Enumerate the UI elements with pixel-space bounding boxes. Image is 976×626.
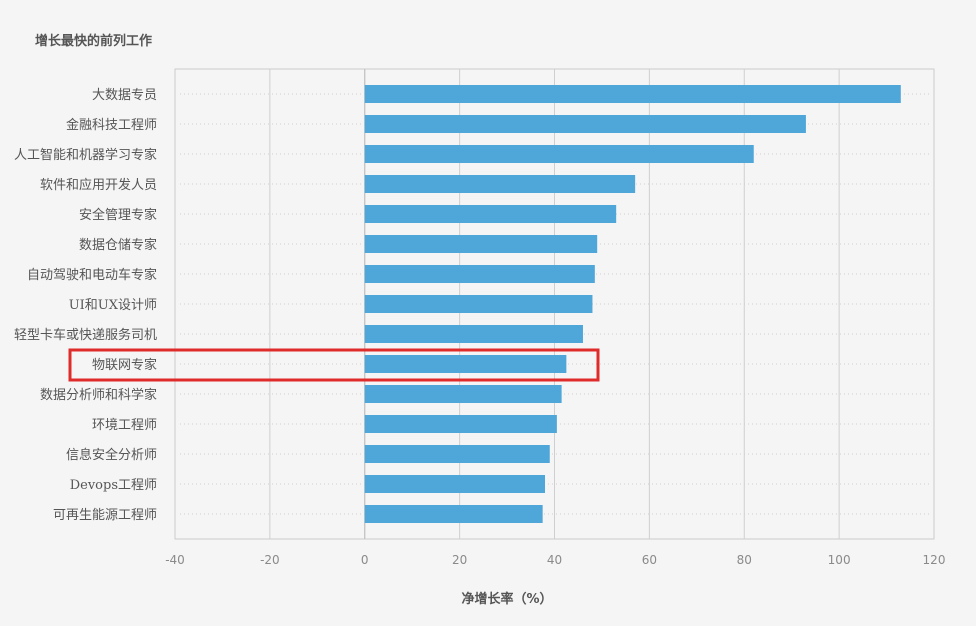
category-label: 环境工程师 <box>92 418 157 433</box>
category-label: 数据仓储专家 <box>79 237 157 253</box>
chart-title: 增长最快的前列工作 <box>35 33 152 49</box>
highlight-layer <box>68 348 600 382</box>
x-tick-label: 20 <box>452 553 467 567</box>
bar <box>364 505 543 523</box>
bar <box>364 175 636 193</box>
x-tick-label: 80 <box>737 553 752 567</box>
x-tick-label: -40 <box>165 553 185 567</box>
x-tick-labels: -40 -20 0 20 40 60 80 100 120 <box>165 553 945 567</box>
category-label: 大数据专员 <box>92 88 157 103</box>
bars <box>364 85 901 523</box>
x-tick-label: 120 <box>923 553 946 567</box>
bar <box>364 475 546 493</box>
bar <box>364 385 562 403</box>
category-label: 自动驾驶和电动车专家 <box>27 267 157 283</box>
x-tick-label: 60 <box>642 553 657 567</box>
x-tick-label: 100 <box>828 553 851 567</box>
category-label: Devops工程师 <box>70 478 157 493</box>
bar <box>364 115 806 133</box>
bar <box>364 235 598 253</box>
x-tick-label: 40 <box>547 553 562 567</box>
category-label: 人工智能和机器学习专家 <box>14 147 157 163</box>
bar <box>364 265 595 283</box>
category-label: 信息安全分析师 <box>66 447 157 463</box>
bar <box>364 85 901 103</box>
bar <box>364 205 617 223</box>
highlight-box <box>68 348 600 382</box>
bar <box>364 445 550 463</box>
category-label: 金融科技工程师 <box>66 117 157 133</box>
bar <box>364 325 583 343</box>
x-tick-label: -20 <box>260 553 280 567</box>
category-label: 物联网专家 <box>92 357 157 373</box>
bar <box>364 145 754 163</box>
bar <box>364 295 593 313</box>
category-labels: 大数据专员金融科技工程师人工智能和机器学习专家软件和应用开发人员安全管理专家数据… <box>14 88 157 523</box>
category-label: 安全管理专家 <box>79 207 157 223</box>
category-label: UI和UX设计师 <box>69 298 157 313</box>
category-label: 数据分析师和科学家 <box>40 387 157 403</box>
x-axis-title: 净增长率（%） <box>461 591 552 607</box>
category-label: 可再生能源工程师 <box>53 508 157 523</box>
bar <box>364 355 567 373</box>
bar <box>364 415 557 433</box>
category-label: 软件和应用开发人员 <box>40 177 157 193</box>
category-label: 轻型卡车或快递服务司机 <box>14 327 157 343</box>
x-tick-label: 0 <box>361 553 369 567</box>
